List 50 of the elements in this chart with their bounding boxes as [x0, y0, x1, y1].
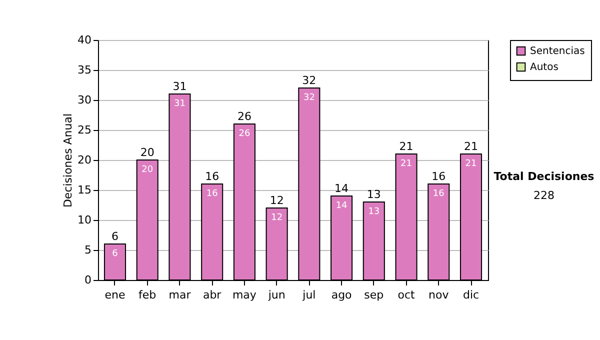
total-label: 14 [334, 182, 349, 195]
total-label: 6 [111, 230, 118, 243]
x-tick-label: jun [267, 288, 286, 302]
y-tick-label: 40 [78, 34, 92, 46]
total-label: 20 [140, 146, 154, 159]
x-tick-label: sep [364, 288, 384, 302]
x-tick-label: feb [138, 288, 156, 302]
data-label: 16 [206, 189, 218, 199]
total-label: 21 [399, 140, 414, 153]
x-tick-label: oct [398, 288, 416, 302]
data-label: 26 [238, 129, 250, 139]
total-label: 32 [302, 74, 316, 87]
data-label: 32 [303, 93, 315, 103]
total-label: 21 [464, 140, 478, 153]
y-tick-label: 15 [78, 184, 92, 196]
y-tick-label: 25 [78, 124, 92, 136]
x-tick-label: mar [168, 288, 192, 302]
data-label: 31 [174, 99, 186, 109]
x-tick-label: abr [202, 288, 222, 302]
total-label: 31 [172, 80, 187, 93]
data-label: 13 [368, 207, 380, 217]
legend-label: Sentencias [530, 46, 585, 57]
x-tick-label: jul [302, 288, 316, 302]
x-tick-label: dic [462, 288, 480, 302]
x-tick-label: ene [104, 288, 126, 302]
total-label: 26 [237, 110, 252, 123]
x-tick-label: nov [428, 288, 450, 302]
y-tick-label: 30 [78, 94, 92, 106]
y-tick-label: 20 [78, 154, 92, 166]
x-tick-label: ago [331, 288, 352, 302]
y-tick-label: 10 [78, 214, 92, 226]
data-label: 6 [112, 249, 118, 259]
x-tick-label: may [232, 288, 257, 302]
data-label: 16 [432, 189, 445, 199]
data-label: 21 [465, 159, 477, 169]
data-label: 12 [271, 213, 283, 223]
legend-label: Autos [530, 62, 558, 73]
text: 228 [532, 189, 556, 202]
data-label: 20 [142, 165, 154, 175]
data-label: 21 [400, 159, 412, 169]
total-label: 16 [432, 170, 446, 183]
y-axis-title: Decisiones Anual [62, 113, 75, 208]
total-label: 12 [270, 194, 284, 207]
y-tick-label: 0 [84, 274, 92, 286]
text: Total Decisiones [492, 170, 596, 183]
y-tick-label: 5 [84, 244, 92, 256]
data-label: 14 [336, 201, 348, 211]
total-label: 16 [205, 170, 220, 183]
total-label: 13 [366, 188, 381, 201]
y-tick-label: 35 [78, 64, 92, 76]
